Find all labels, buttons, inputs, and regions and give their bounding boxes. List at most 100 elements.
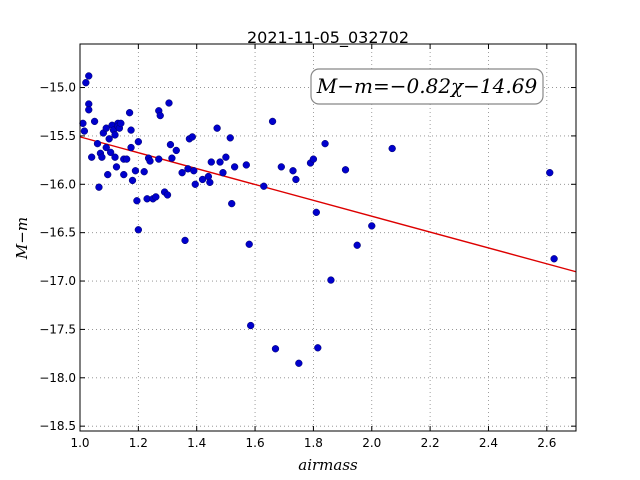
data-point — [93, 140, 102, 148]
data-point — [178, 169, 186, 177]
data-point — [102, 143, 110, 152]
data-point — [188, 133, 196, 141]
data-point — [128, 176, 137, 185]
y-tick-label: −18.0 — [39, 371, 76, 385]
y-tick-label: −17.5 — [39, 322, 76, 336]
y-axis-ticks: −15.0 −15.5 −16.0 −16.5 −17.0 −17.5 −18.0 −18.5 — [39, 81, 576, 433]
data-point — [155, 155, 163, 163]
data-point — [111, 153, 119, 161]
x-tick-label: 2.0 — [362, 436, 381, 450]
data-point — [181, 236, 189, 245]
data-point — [271, 345, 280, 353]
data-point — [117, 119, 125, 127]
data-point — [111, 131, 119, 139]
data-point — [98, 153, 106, 161]
data-point — [82, 79, 90, 87]
data-point — [165, 99, 173, 107]
x-tick-label: 1.6 — [246, 436, 265, 450]
data-point — [341, 166, 350, 174]
data-point — [131, 167, 140, 175]
data-point — [289, 167, 297, 175]
data-point — [327, 276, 335, 284]
data-point — [127, 126, 135, 134]
fit-line — [79, 136, 577, 273]
data-point — [140, 168, 148, 176]
data-point — [353, 241, 361, 249]
chart-title: 2021-11-05_032702 — [247, 28, 409, 48]
fit-equation-box: M−m=−0.82χ−14.69 — [310, 68, 544, 105]
y-tick-label: −16.5 — [39, 226, 76, 240]
data-point — [102, 124, 110, 132]
fit-line-group — [79, 136, 577, 273]
data-point — [168, 154, 176, 162]
data-point — [216, 158, 224, 166]
x-tick-label: 1.2 — [129, 436, 148, 450]
data-point — [268, 117, 277, 126]
data-point — [550, 255, 558, 263]
x-axis-label: airmass — [298, 456, 358, 474]
data-point — [206, 178, 214, 187]
y-axis-label: M−m — [13, 217, 31, 260]
data-point — [190, 167, 198, 175]
data-point — [295, 359, 303, 367]
data-points — [79, 72, 558, 367]
data-point — [191, 180, 199, 188]
data-point — [85, 106, 93, 114]
data-point — [368, 222, 376, 230]
y-tick-label: −15.0 — [39, 81, 76, 95]
data-point — [198, 175, 207, 184]
data-point — [85, 72, 93, 80]
x-tick-label: 2.6 — [537, 436, 556, 450]
data-point — [314, 344, 322, 352]
data-point — [120, 170, 128, 179]
data-point — [80, 127, 89, 135]
data-point — [242, 161, 250, 169]
data-point — [546, 169, 554, 177]
x-axis-ticks: 1.0 1.2 1.4 1.6 1.8 2.0 2.2 2.4 2.6 — [70, 44, 556, 450]
x-tick-label: 2.4 — [479, 436, 498, 450]
data-point — [90, 117, 99, 126]
data-point — [134, 226, 143, 234]
data-point — [163, 191, 172, 199]
data-point — [125, 109, 134, 117]
data-point — [222, 153, 230, 161]
y-tick-label: −16.0 — [39, 177, 76, 191]
data-point — [230, 163, 239, 171]
data-point — [309, 155, 318, 163]
data-point — [312, 208, 320, 216]
data-point — [321, 140, 329, 148]
data-point — [146, 157, 154, 165]
data-point — [219, 169, 227, 177]
data-point — [152, 193, 160, 201]
data-point — [123, 155, 131, 163]
x-tick-label: 1.0 — [70, 436, 89, 450]
data-point — [104, 170, 112, 179]
data-point — [260, 182, 268, 190]
data-point — [88, 153, 96, 161]
data-point — [134, 138, 143, 146]
data-point — [228, 199, 236, 208]
x-tick-label: 1.4 — [187, 436, 206, 450]
data-point — [277, 163, 285, 171]
fit-equation-frame — [310, 68, 544, 105]
fit-equation: M−m=−0.82χ−14.69 — [316, 74, 538, 98]
data-point — [112, 163, 121, 171]
data-point — [292, 175, 300, 184]
data-point — [245, 240, 253, 248]
data-point — [207, 158, 215, 166]
data-point — [156, 111, 164, 120]
x-tick-label: 2.2 — [421, 436, 440, 450]
x-tick-label: 1.8 — [304, 436, 323, 450]
data-point — [213, 124, 221, 132]
data-point — [226, 134, 234, 142]
data-point — [388, 144, 396, 153]
y-tick-label: −18.5 — [39, 419, 76, 433]
y-tick-label: −15.5 — [39, 129, 76, 143]
y-tick-label: −17.0 — [39, 274, 76, 288]
data-point — [95, 183, 103, 191]
data-point — [106, 148, 115, 157]
data-point — [105, 135, 113, 143]
data-point — [79, 119, 87, 127]
plot-frame — [79, 43, 577, 432]
